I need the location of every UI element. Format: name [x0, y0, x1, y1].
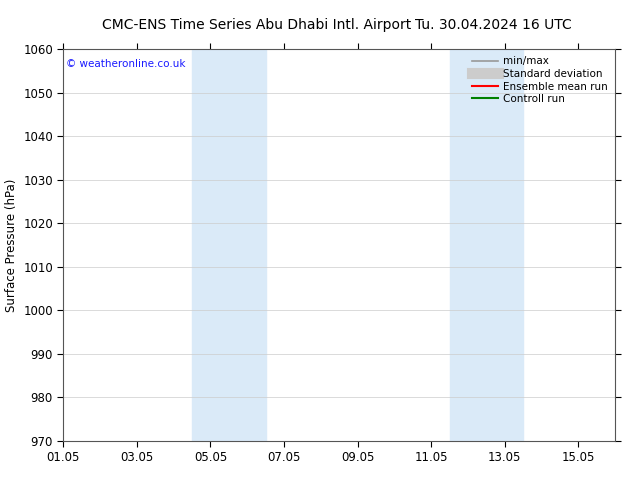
Bar: [192, 49, 266, 441]
Text: © weatheronline.co.uk: © weatheronline.co.uk: [66, 59, 186, 69]
Text: CMC-ENS Time Series Abu Dhabi Intl. Airport: CMC-ENS Time Series Abu Dhabi Intl. Airp…: [102, 18, 411, 32]
Text: Tu. 30.04.2024 16 UTC: Tu. 30.04.2024 16 UTC: [415, 18, 572, 32]
Legend: min/max, Standard deviation, Ensemble mean run, Controll run: min/max, Standard deviation, Ensemble me…: [470, 54, 610, 106]
Bar: [450, 49, 523, 441]
Y-axis label: Surface Pressure (hPa): Surface Pressure (hPa): [4, 178, 18, 312]
